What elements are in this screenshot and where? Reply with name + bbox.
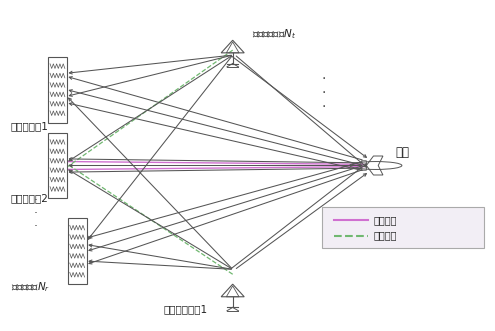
Bar bbox=[68, 218, 87, 284]
FancyBboxPatch shape bbox=[322, 207, 485, 248]
Text: 目标: 目标 bbox=[396, 146, 409, 159]
Text: 接收机阵列2: 接收机阵列2 bbox=[10, 193, 49, 204]
Text: ·
·
·: · · · bbox=[322, 72, 326, 114]
Text: 直达路径: 直达路径 bbox=[373, 231, 397, 241]
Bar bbox=[48, 132, 67, 199]
Text: 接收机阵列$N_r$: 接收机阵列$N_r$ bbox=[10, 281, 50, 294]
Text: 非合作辐射源1: 非合作辐射源1 bbox=[163, 304, 208, 314]
Text: 目标路径: 目标路径 bbox=[373, 215, 397, 225]
Text: 接收机阵列1: 接收机阵列1 bbox=[10, 121, 49, 131]
Text: 非合作辐射源$N_t$: 非合作辐射源$N_t$ bbox=[252, 27, 297, 41]
Bar bbox=[48, 57, 67, 123]
Text: ·
·
·: · · · bbox=[33, 194, 37, 233]
